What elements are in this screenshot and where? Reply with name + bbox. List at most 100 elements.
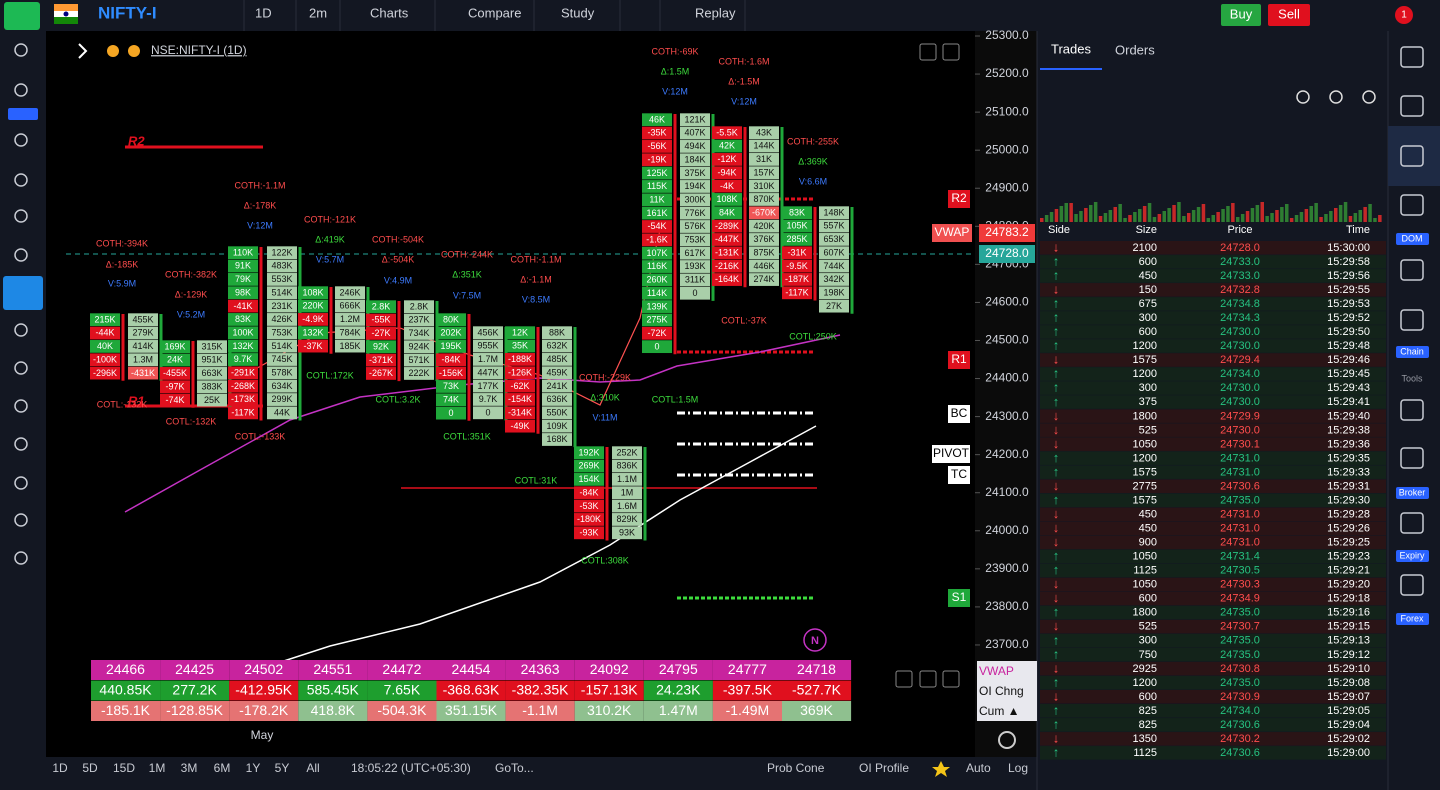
goto[interactable]: GoTo... bbox=[495, 761, 534, 775]
compare[interactable]: Compare bbox=[468, 5, 521, 20]
sidebar-icon[interactable] bbox=[1400, 259, 1424, 281]
tool-icon[interactable] bbox=[14, 173, 28, 187]
range-button[interactable]: 1D bbox=[52, 761, 68, 775]
table-value: -157.13K bbox=[581, 682, 638, 698]
trade-price: 24729.9 bbox=[1220, 410, 1260, 422]
footprint-value: 455K bbox=[132, 314, 153, 324]
sidebar-icon[interactable] bbox=[1400, 512, 1424, 534]
sidebar-icon[interactable] bbox=[1400, 309, 1424, 331]
replay[interactable]: Replay bbox=[695, 5, 736, 20]
trade-time: 15:29:04 bbox=[1327, 719, 1370, 731]
sidebar-icon[interactable] bbox=[1400, 447, 1424, 469]
trade-side: ↑ bbox=[1053, 464, 1060, 479]
range-button[interactable]: 5Y bbox=[275, 761, 290, 775]
range-button[interactable]: 6M bbox=[214, 761, 231, 775]
settings-icon[interactable] bbox=[998, 731, 1016, 749]
tab[interactable]: Orders bbox=[1115, 42, 1155, 57]
footprint-value: -296K bbox=[93, 368, 117, 378]
study[interactable]: Study bbox=[561, 5, 595, 20]
trade-time: 15:29:07 bbox=[1327, 691, 1370, 703]
chart-button[interactable] bbox=[895, 670, 913, 688]
footprint-value: -84K bbox=[441, 354, 460, 364]
trade-size: 1575 bbox=[1133, 354, 1157, 366]
sell-label[interactable]: Sell bbox=[1278, 6, 1300, 21]
footprint-cell bbox=[404, 313, 434, 327]
footprint-value: 870K bbox=[753, 194, 774, 204]
last-price: 24728.0 bbox=[985, 246, 1029, 260]
sidebar-icon[interactable] bbox=[1400, 194, 1424, 216]
tab[interactable]: Trades bbox=[1051, 41, 1091, 56]
sell-button[interactable] bbox=[1268, 4, 1310, 26]
table-value: 418.8K bbox=[311, 702, 356, 718]
table-value: 1.47M bbox=[659, 702, 698, 718]
oi-profile[interactable]: OI Profile bbox=[859, 761, 909, 775]
sidebar-label[interactable]: Broker bbox=[1399, 487, 1426, 497]
tool-icon[interactable] bbox=[14, 551, 28, 565]
footprint-cell bbox=[436, 380, 466, 393]
footprint-cell bbox=[436, 406, 466, 420]
footprint-cell bbox=[819, 246, 849, 260]
panel-icon[interactable] bbox=[1329, 90, 1343, 104]
footprint-value: -455K bbox=[163, 368, 187, 378]
tool-icon[interactable] bbox=[14, 248, 28, 262]
sidebar-label[interactable]: DOM bbox=[1402, 233, 1423, 243]
range-button[interactable]: All bbox=[306, 761, 319, 775]
chart-button[interactable] bbox=[942, 670, 960, 688]
log[interactable]: Log bbox=[1008, 761, 1028, 775]
sidebar-icon[interactable] bbox=[1400, 46, 1424, 68]
footprint-cell bbox=[335, 326, 365, 340]
trade-side: ↑ bbox=[1053, 548, 1060, 563]
footprint-value: -117K bbox=[785, 287, 808, 297]
range-button[interactable]: 15D bbox=[113, 761, 135, 775]
interval[interactable]: 1D bbox=[255, 5, 272, 20]
sidebar-label[interactable]: Expiry bbox=[1399, 550, 1425, 560]
tool-icon[interactable] bbox=[14, 361, 28, 375]
range-button[interactable]: 1M bbox=[149, 761, 166, 775]
sidebar-icon[interactable] bbox=[1400, 95, 1424, 117]
trade-side: ↑ bbox=[1053, 716, 1060, 731]
tool-icon[interactable] bbox=[14, 476, 28, 490]
tool-icon[interactable] bbox=[14, 133, 28, 147]
range-button[interactable]: 5D bbox=[82, 761, 98, 775]
sidebar-label[interactable]: Tools bbox=[1401, 373, 1423, 383]
chart-button[interactable] bbox=[942, 43, 960, 61]
tool-icon[interactable] bbox=[14, 209, 28, 223]
prob-cone[interactable]: Prob Cone bbox=[767, 761, 825, 775]
footprint-cell bbox=[574, 526, 604, 540]
buy-label[interactable]: Buy bbox=[1230, 6, 1253, 21]
footprint-cell bbox=[574, 486, 604, 500]
trade-price: 24733.0 bbox=[1220, 256, 1260, 268]
footprint-cell bbox=[228, 259, 258, 273]
charts[interactable]: Charts bbox=[370, 5, 409, 20]
tool-icon[interactable] bbox=[14, 513, 28, 527]
footprint-value: 185K bbox=[339, 341, 360, 351]
panel-icon[interactable] bbox=[1362, 90, 1376, 104]
timeframe[interactable]: 2m bbox=[309, 5, 327, 20]
trade-price: 24734.0 bbox=[1220, 368, 1260, 380]
panel-icon[interactable] bbox=[1296, 90, 1310, 104]
tool-icon[interactable] bbox=[14, 323, 28, 337]
footprint-cell bbox=[749, 259, 779, 273]
volume-strip-bar bbox=[1329, 211, 1333, 222]
range-button[interactable]: 1Y bbox=[246, 761, 261, 775]
tool-icon[interactable] bbox=[14, 437, 28, 451]
annotation: COTH:-244K bbox=[441, 249, 493, 259]
status-dot bbox=[107, 45, 119, 57]
sidebar-label[interactable]: Forex bbox=[1400, 613, 1424, 623]
sidebar-label[interactable]: Chain bbox=[1400, 346, 1424, 356]
chart-button[interactable] bbox=[919, 43, 937, 61]
chart-button[interactable] bbox=[919, 670, 937, 688]
tool-icon[interactable] bbox=[14, 83, 28, 97]
annotation: COTH:-1.1M bbox=[234, 180, 285, 190]
auto[interactable]: Auto bbox=[966, 761, 991, 775]
tool-icon[interactable] bbox=[14, 399, 28, 413]
trade-price: 24731.0 bbox=[1220, 508, 1260, 520]
sidebar-icon[interactable] bbox=[1400, 399, 1424, 421]
range-button[interactable]: 3M bbox=[181, 761, 198, 775]
tool-icon[interactable] bbox=[14, 43, 28, 57]
footprint-value: 734K bbox=[408, 328, 429, 338]
price-tick-label: 23700.0 bbox=[985, 637, 1029, 651]
buy-button[interactable] bbox=[1221, 4, 1261, 26]
sidebar-icon[interactable] bbox=[1400, 145, 1424, 167]
sidebar-icon[interactable] bbox=[1400, 574, 1424, 596]
